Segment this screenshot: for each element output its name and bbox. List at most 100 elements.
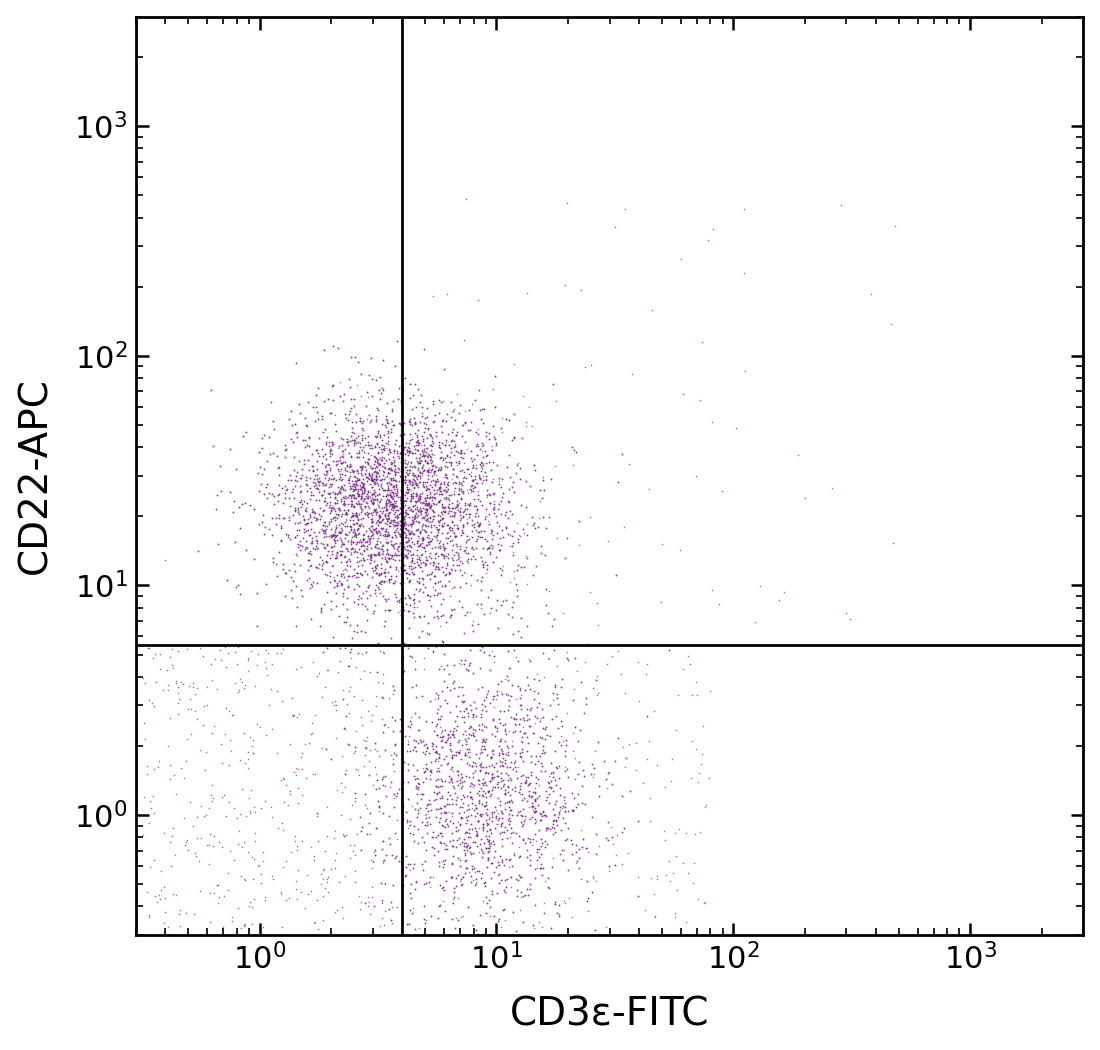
Point xyxy=(490,536,507,552)
Point xyxy=(341,644,359,660)
Point xyxy=(386,485,404,502)
Point xyxy=(356,437,374,454)
Point xyxy=(255,461,273,478)
Point xyxy=(353,510,371,527)
Point xyxy=(478,682,496,699)
Point xyxy=(456,533,474,550)
Point xyxy=(496,784,514,801)
Point xyxy=(429,715,447,732)
Point xyxy=(396,459,414,476)
Point xyxy=(417,511,434,528)
Point xyxy=(373,688,390,705)
Point xyxy=(322,861,340,878)
Point xyxy=(477,904,495,921)
Point xyxy=(298,495,316,511)
Point xyxy=(440,803,458,820)
Point xyxy=(356,465,374,482)
Point xyxy=(360,465,377,482)
Point xyxy=(419,462,437,479)
Point xyxy=(394,513,411,530)
Point xyxy=(476,508,494,525)
Point xyxy=(389,563,407,580)
Point xyxy=(480,852,497,868)
Point xyxy=(500,810,518,826)
Point xyxy=(330,479,348,496)
Point xyxy=(349,482,366,499)
Point xyxy=(471,744,488,761)
Point xyxy=(464,779,482,796)
Point xyxy=(219,882,236,899)
Point xyxy=(373,490,390,507)
Point xyxy=(399,482,417,499)
Point xyxy=(292,558,309,574)
Point xyxy=(339,434,356,450)
Point xyxy=(367,450,385,467)
Point xyxy=(374,855,392,872)
Point xyxy=(352,500,370,517)
Point xyxy=(497,726,515,742)
Point xyxy=(294,761,311,778)
Point xyxy=(418,489,436,506)
Point xyxy=(383,489,400,506)
Point xyxy=(416,504,433,521)
Point xyxy=(424,491,441,508)
Point xyxy=(210,877,228,894)
Point xyxy=(367,525,385,542)
Point xyxy=(688,467,705,484)
Point xyxy=(298,539,316,555)
Point xyxy=(402,443,419,460)
Point xyxy=(426,539,443,555)
Point xyxy=(463,821,481,838)
Point xyxy=(298,500,316,517)
Point xyxy=(267,510,285,527)
Point xyxy=(424,429,441,446)
Point xyxy=(365,470,383,487)
Point xyxy=(605,836,623,853)
Point xyxy=(406,472,424,489)
Point xyxy=(311,500,329,517)
Point xyxy=(206,884,223,901)
Point xyxy=(461,604,478,621)
Point xyxy=(344,540,362,557)
Point xyxy=(329,506,346,523)
Point xyxy=(377,498,395,514)
Point xyxy=(517,769,535,785)
Point xyxy=(438,447,455,464)
Point xyxy=(418,440,436,457)
Point xyxy=(524,517,541,533)
Point xyxy=(526,462,543,479)
Point xyxy=(470,925,487,942)
Point xyxy=(376,469,394,486)
Point xyxy=(351,470,369,487)
Point xyxy=(383,537,400,553)
Point xyxy=(422,908,440,925)
Point xyxy=(363,478,381,495)
Point xyxy=(402,742,419,759)
Point xyxy=(383,476,400,492)
Point xyxy=(374,710,392,727)
Point xyxy=(414,623,431,639)
Point xyxy=(378,528,396,545)
Point xyxy=(353,545,371,562)
Point xyxy=(473,679,491,696)
Point xyxy=(460,705,477,721)
Point xyxy=(412,437,430,454)
Point xyxy=(538,792,556,809)
Point xyxy=(695,894,713,910)
Point xyxy=(524,797,541,814)
Point xyxy=(571,754,588,771)
Point xyxy=(440,481,458,498)
Point xyxy=(410,551,428,568)
Point xyxy=(188,711,206,728)
Point xyxy=(346,761,364,778)
Point xyxy=(349,825,366,842)
Point xyxy=(519,769,537,785)
Point xyxy=(451,485,469,502)
Point xyxy=(490,857,507,874)
Point xyxy=(549,760,566,777)
Point xyxy=(451,744,469,761)
Point xyxy=(480,454,497,470)
Point xyxy=(294,530,311,547)
Point xyxy=(386,499,404,516)
Point xyxy=(531,494,549,510)
